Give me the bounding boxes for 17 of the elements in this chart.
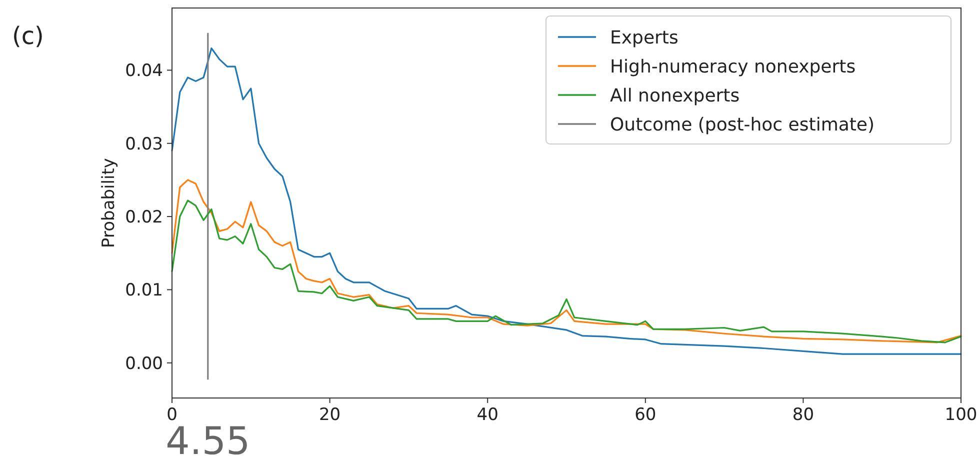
- y-tick-label: 0.02: [125, 207, 163, 228]
- y-tick-label: 0.00: [125, 354, 163, 374]
- x-tick-label: 60: [634, 405, 656, 425]
- x-tick-label: 80: [792, 405, 814, 425]
- x-tick-label: 20: [318, 405, 341, 425]
- legend-label: Outcome (post-hoc estimate): [610, 114, 875, 136]
- line-series: [171, 47, 962, 355]
- x-tick-label: 40: [476, 405, 498, 425]
- y-axis-title: Probability: [99, 158, 119, 248]
- y-tick-label: 0.01: [125, 280, 163, 301]
- legend-label: High-numeracy nonexperts: [610, 56, 856, 78]
- x-tick-label: 100: [944, 405, 978, 425]
- y-tick-label: 0.03: [125, 134, 163, 154]
- text: (c): [12, 22, 44, 50]
- y-tick-label: 0.04: [125, 61, 163, 82]
- legend-label: Experts: [610, 27, 678, 48]
- legend-label: All nonexperts: [610, 85, 740, 106]
